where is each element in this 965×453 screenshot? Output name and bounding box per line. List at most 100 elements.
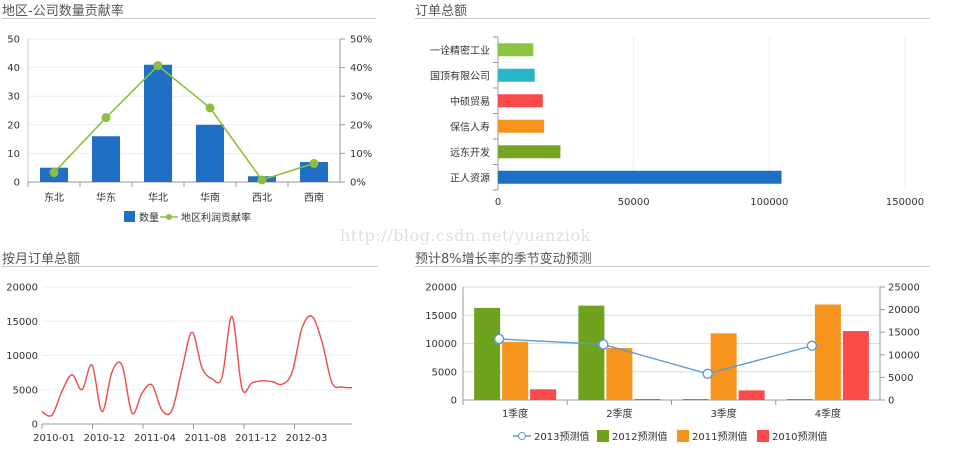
y-tick-label: 20000	[6, 283, 38, 294]
x-tick-label: 50000	[618, 197, 650, 208]
x-tick-label: 2季度	[606, 407, 632, 420]
legend-swatch-bar	[124, 211, 135, 222]
y-tick-label-left: 5000	[432, 367, 457, 378]
bar	[144, 64, 172, 182]
x-tick-label: 华北	[148, 191, 168, 204]
bar	[498, 43, 534, 57]
panel-orders: 订单总额	[415, 0, 930, 230]
legend-swatch-bar	[597, 430, 609, 442]
panel-monthly: 按月订单总额	[2, 248, 378, 448]
x-tick-label: 4季度	[815, 407, 841, 420]
y-tick-label-right: 50%	[350, 35, 372, 46]
line-point	[493, 333, 505, 345]
legend-label: 数量	[139, 211, 159, 224]
bar	[530, 389, 557, 400]
y-tick-label: 10000	[6, 351, 38, 362]
y-tick-label-right: 0	[888, 396, 894, 407]
title-divider	[2, 266, 378, 267]
y-tick-label: 一诠精密工业	[430, 44, 490, 57]
line-point	[309, 158, 319, 168]
bar	[196, 124, 224, 182]
y-tick-label-right: 20000	[888, 305, 920, 316]
legend-swatch-dot	[166, 214, 172, 220]
legend-swatch-bar	[677, 430, 689, 442]
panel-region: 地区-公司数量贡献率	[2, 0, 378, 230]
line-point	[101, 113, 111, 123]
y-tick-label: 中硕贸易	[450, 95, 490, 108]
bar	[606, 348, 633, 400]
y-tick-label-left: 0	[14, 178, 20, 189]
bar	[682, 399, 709, 400]
chart-title: 按月订单总额	[2, 252, 81, 267]
x-tick-label: 华南	[200, 191, 220, 204]
y-tick-label: 保信人寿	[450, 120, 490, 133]
x-tick-label: 2010-12	[84, 433, 126, 444]
line-point	[598, 339, 609, 350]
watermark-text: http://blog.csdn.net/yuanziok	[340, 226, 591, 245]
bar	[300, 161, 328, 182]
chart-title: 预计8%增长率的季节变动预测	[415, 252, 592, 267]
legend-label: 地区利润贡献率	[181, 211, 251, 224]
x-tick-label: 2012-03	[286, 433, 328, 444]
y-tick-label: 5000	[13, 385, 38, 396]
x-tick-label: 2011-08	[185, 433, 227, 444]
bar	[578, 305, 605, 400]
line-point	[257, 175, 267, 185]
bar	[474, 307, 501, 400]
line-point	[205, 103, 215, 113]
y-tick-label-right: 10%	[350, 149, 372, 160]
x-tick-label: 2011-12	[235, 433, 277, 444]
x-tick-label: 2010-01	[33, 433, 75, 444]
x-tick-label: 2011-04	[134, 433, 176, 444]
y-tick-label-left: 30	[7, 92, 20, 103]
bar	[498, 145, 561, 159]
x-tick-label: 150000	[886, 197, 924, 208]
series-line	[53, 64, 315, 181]
bar	[498, 68, 535, 82]
bar	[498, 94, 543, 108]
y-tick-label-left: 20	[7, 120, 20, 131]
legend-swatch-bar	[757, 430, 769, 442]
y-tick-label-right: 25000	[888, 283, 920, 294]
y-tick-label-left: 20000	[425, 283, 457, 294]
x-tick-label: 华东	[96, 191, 116, 204]
line-point	[806, 340, 818, 351]
bar	[92, 136, 120, 182]
legend-swatch-dot	[518, 432, 526, 440]
chart-title: 订单总额	[415, 4, 468, 19]
bar	[498, 119, 545, 133]
title-divider	[415, 266, 930, 267]
y-tick-label-right: 20%	[350, 120, 372, 131]
x-tick-label: 西南	[304, 191, 324, 204]
series-line	[41, 315, 353, 417]
y-tick-label: 远东开发	[450, 146, 490, 159]
y-tick-label-right: 10000	[888, 350, 920, 361]
y-tick-label-left: 50	[7, 35, 20, 46]
legend-label: 2010预测值	[772, 430, 827, 443]
y-tick-label-left: 15000	[425, 311, 457, 322]
y-tick-label-right: 5000	[888, 373, 913, 384]
y-tick-label-left: 40	[7, 63, 20, 74]
y-tick-label-right: 40%	[350, 63, 372, 74]
legend-label: 2013预测值	[534, 430, 589, 443]
bar	[502, 341, 529, 400]
y-tick-label-left: 10000	[425, 339, 457, 350]
x-tick-label: 东北	[44, 191, 64, 204]
y-tick-label: 国顶有限公司	[430, 69, 490, 82]
y-tick-label-right: 15000	[888, 328, 920, 339]
line-point	[702, 368, 713, 379]
y-tick-label: 15000	[6, 317, 38, 328]
panel-forecast: 预计8%增长率的季节变动预测	[415, 248, 930, 448]
x-tick-label: 100000	[750, 197, 788, 208]
y-tick-label-left: 10	[7, 149, 20, 160]
legend-label: 2011预测值	[692, 430, 747, 443]
x-tick-label: 1季度	[502, 407, 528, 420]
bar	[498, 170, 782, 184]
x-tick-label: 西北	[252, 192, 272, 204]
y-tick-label-right: 30%	[350, 92, 372, 103]
bar	[786, 399, 813, 400]
y-tick-label: 正人资源	[450, 171, 490, 184]
series-line	[499, 338, 813, 375]
